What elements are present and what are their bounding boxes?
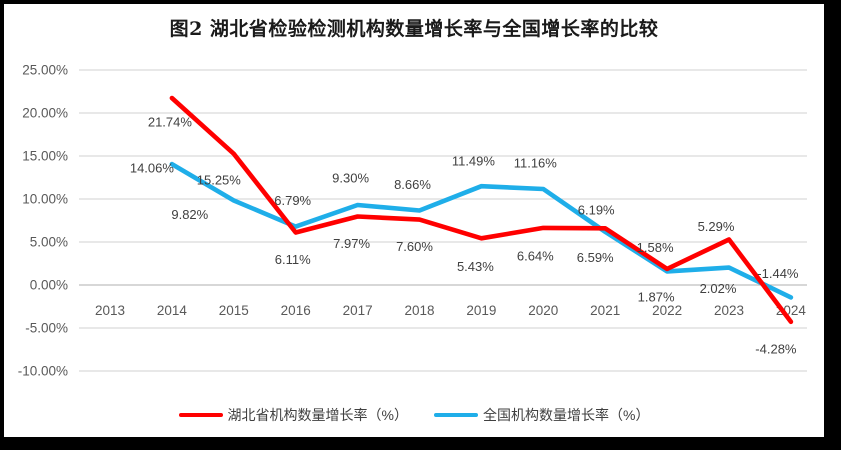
hubei-data-label-2017: 7.97%	[333, 236, 370, 251]
national-data-label-2023: 2.02%	[700, 281, 737, 296]
x-axis-year-label: 2018	[404, 303, 434, 318]
y-axis-tick-label: 20.00%	[22, 106, 68, 121]
hubei-data-label-2016: 6.11%	[275, 252, 311, 267]
hubei-series-line	[169, 95, 794, 325]
x-axis-year-label: 2017	[343, 303, 373, 318]
x-axis-year-label: 2016	[281, 303, 311, 318]
x-axis-year-label: 2023	[714, 303, 744, 318]
national-series-legend-label: 全国机构数量增长率（%）	[483, 407, 650, 423]
national-data-label-2022: 1.58%	[637, 240, 674, 255]
y-axis-tick-label: 10.00%	[22, 192, 68, 207]
hubei-data-label-2020: 6.64%	[517, 248, 554, 263]
x-axis-year-label: 2015	[219, 303, 249, 318]
national-data-label-2014: 14.06%	[130, 161, 175, 176]
y-axis-tick-label: 5.00%	[30, 235, 68, 250]
x-axis-year-label: 2021	[590, 303, 620, 318]
y-axis-tick-label: 15.00%	[22, 149, 68, 164]
x-axis-year-label: 2013	[95, 303, 125, 318]
chart-title: 图2 湖北省检验检测机构数量增长率与全国增长率的比较	[169, 18, 659, 40]
chart-canvas: 图2 湖北省检验检测机构数量增长率与全国增长率的比较 25.00% 20.00% 1…	[4, 4, 824, 437]
y-axis-tick-label: -10.00%	[18, 364, 68, 379]
y-axis-tick-label: 0.00%	[30, 278, 68, 293]
x-axis-year-label: 2022	[652, 303, 682, 318]
national-series-line-swatch	[434, 413, 478, 417]
national-series-line	[169, 161, 794, 300]
hubei-data-label-2021: 6.59%	[577, 250, 614, 265]
hubei-data-label-2023: 5.29%	[698, 219, 735, 234]
hubei-data-label-2018: 7.60%	[396, 239, 433, 254]
hubei-data-label-2024: -4.28%	[755, 341, 797, 356]
x-axis-year-label: 2014	[157, 303, 188, 318]
national-data-label-2016: 6.79%	[274, 193, 311, 208]
hubei-series-line-swatch	[178, 413, 223, 417]
hubei-data-label-2019: 5.43%	[457, 259, 494, 274]
y-axis-tick-label: -5.00%	[25, 321, 68, 336]
hubei-data-label-2022: 1.87%	[638, 289, 675, 304]
line-chart-plot: 25.00% 20.00% 15.00% 10.00% 5.00% 0.00% -5.00%…	[18, 63, 807, 379]
hubei-data-label-2015: 15.25%	[197, 172, 242, 187]
x-axis-year-label: 2020	[528, 303, 558, 318]
national-data-label-2015: 9.82%	[171, 207, 208, 222]
national-data-label-2024: -1.44%	[757, 266, 799, 281]
national-data-label-2019: 11.49%	[452, 154, 496, 169]
y-axis-tick-label: 25.00%	[22, 63, 68, 78]
x-axis-year-label: 2019	[466, 303, 496, 318]
legend-item-hubei: 湖北省机构数量增长率（%）	[178, 405, 408, 425]
chart-legend: 湖北省机构数量增长率（%） 全国机构数量增长率（%）	[4, 404, 824, 426]
hubei-series-legend-label: 湖北省机构数量增长率（%）	[227, 407, 408, 423]
hubei-data-label-2014: 21.74%	[148, 115, 193, 130]
national-data-label-2017: 9.30%	[332, 171, 369, 186]
national-data-label-2021: 6.19%	[578, 202, 615, 217]
national-data-label-2018: 8.66%	[394, 177, 431, 192]
legend-item-national: 全国机构数量增长率（%）	[434, 405, 649, 425]
national-data-label-2020: 11.16%	[514, 156, 558, 171]
